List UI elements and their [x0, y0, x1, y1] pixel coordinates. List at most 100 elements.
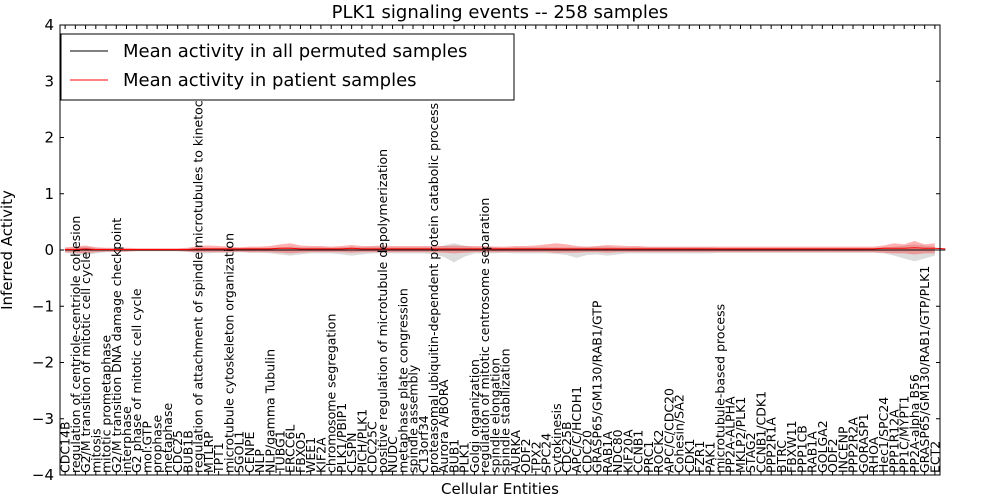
category-label: APC/C/HCDH1 — [569, 386, 584, 473]
data-point — [852, 249, 854, 251]
data-point — [668, 248, 670, 250]
y-tick-label: −2 — [32, 354, 54, 372]
category-label: BTRC — [774, 440, 789, 473]
category-label: Aurora A/BORA — [436, 379, 451, 473]
category-label: CLSPN — [344, 432, 359, 473]
category-label: chromosome segregation — [324, 314, 339, 473]
data-point — [289, 249, 291, 251]
data-point — [586, 249, 588, 251]
data-point — [514, 248, 516, 250]
data-point — [821, 249, 823, 251]
data-point — [934, 249, 936, 251]
data-point — [729, 248, 731, 250]
data-point — [371, 248, 373, 250]
data-point — [95, 249, 97, 250]
category-label: GRASP65/GM130/RAB1/GTP — [590, 300, 605, 473]
data-point — [729, 249, 731, 251]
data-point — [740, 248, 741, 250]
data-point — [699, 248, 700, 250]
category-label: microtubule-based process — [713, 304, 728, 473]
y-tick-label: −4 — [32, 466, 54, 484]
category-label: metaphase — [160, 403, 175, 473]
data-point — [535, 249, 537, 251]
category-label: PP1C/MYPT1 — [897, 395, 912, 473]
data-point — [637, 249, 639, 251]
data-point — [801, 248, 803, 250]
category-label: TUBG1 — [273, 430, 288, 474]
data-point — [197, 248, 199, 250]
data-point — [781, 249, 782, 251]
data-point — [525, 249, 526, 251]
data-point — [453, 248, 455, 250]
category-label: spindle assembly — [406, 364, 421, 473]
data-point — [228, 249, 230, 251]
data-point — [832, 248, 833, 250]
plot-frame — [59, 24, 941, 476]
data-point — [791, 249, 793, 251]
data-point — [555, 248, 557, 250]
data-point — [320, 249, 322, 251]
data-point — [310, 248, 312, 250]
data-point — [750, 249, 752, 251]
category-label: CCNB1 — [631, 430, 646, 473]
data-point — [474, 249, 475, 251]
data-point — [596, 248, 598, 250]
category-label: mol:GTP — [139, 421, 154, 473]
y-tick-label: 0 — [44, 241, 54, 259]
data-point — [821, 248, 823, 250]
y-tick-label: 2 — [44, 129, 54, 147]
x-axis-title: Cellular Entities — [441, 480, 559, 498]
category-label: interphase — [119, 406, 134, 473]
category-label: Hec1/SPC24 — [876, 397, 891, 473]
data-point — [647, 249, 649, 251]
data-point — [791, 248, 793, 250]
category-label: PAK1 — [702, 442, 717, 473]
category-label: PPP1R12A — [886, 409, 901, 473]
data-point — [924, 249, 926, 251]
data-point — [842, 249, 844, 251]
data-point — [576, 248, 578, 250]
data-point — [883, 249, 885, 251]
patient-band — [65, 241, 935, 255]
data-point — [218, 249, 220, 251]
data-point — [709, 249, 711, 251]
data-point — [914, 249, 915, 251]
data-point — [770, 248, 772, 250]
data-point — [811, 249, 813, 251]
category-label: NDC80 — [610, 429, 625, 473]
data-point — [300, 248, 301, 250]
data-point — [566, 248, 567, 250]
data-point — [893, 247, 895, 249]
data-point — [197, 249, 199, 251]
data-point — [361, 249, 363, 251]
category-label: PRC1 — [641, 441, 656, 473]
data-point — [463, 248, 465, 250]
category-label: G2/M transition of mitotic cell cycle — [78, 251, 93, 473]
category-label: CDC20 — [579, 430, 594, 473]
legend-item-patient: Mean activity in patient samples — [70, 70, 417, 91]
data-point — [555, 249, 557, 251]
category-label: proteasomal ubiquitin-dependent protein … — [426, 103, 441, 473]
y-axis-ticks: −4 −3 −2 −1 0 1 2 3 4 — [32, 16, 940, 484]
data-point — [832, 249, 833, 251]
data-point — [412, 249, 414, 251]
data-point — [207, 248, 209, 250]
data-point — [607, 249, 608, 251]
category-label: mitosis — [88, 428, 103, 473]
data-point — [74, 249, 76, 250]
category-label: MKLP2/PLK1 — [733, 397, 748, 473]
category-label: regulation of mitotic centrosome separat… — [477, 198, 492, 473]
data-point — [259, 249, 260, 251]
x-axis-ticks — [64, 25, 936, 475]
data-point — [115, 249, 117, 250]
data-point — [801, 249, 803, 251]
data-point — [392, 249, 393, 251]
data-point — [760, 248, 762, 250]
category-label: SGOL1 — [232, 431, 247, 473]
data-point — [719, 248, 721, 250]
data-point — [402, 248, 404, 250]
data-point — [207, 249, 209, 251]
data-point — [914, 247, 915, 249]
data-point — [330, 248, 332, 250]
